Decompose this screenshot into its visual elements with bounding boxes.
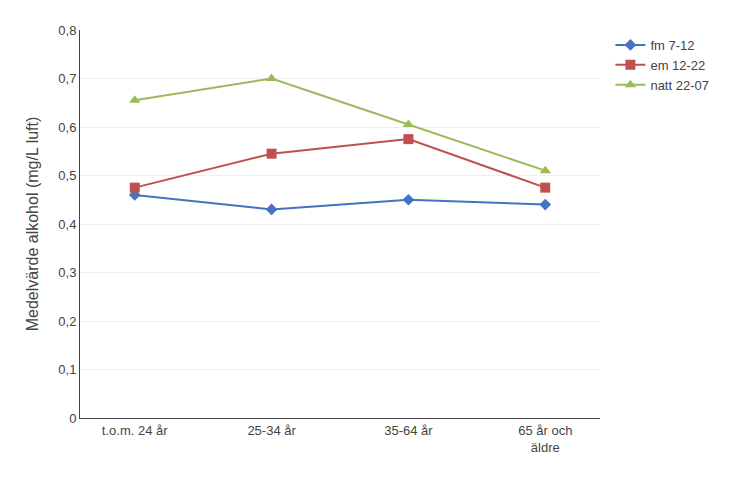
- svg-text:0: 0: [69, 411, 76, 426]
- svg-text:0,4: 0,4: [58, 217, 76, 232]
- svg-text:0,3: 0,3: [58, 265, 76, 280]
- svg-text:0,6: 0,6: [58, 120, 76, 135]
- svg-text:25-34 år: 25-34 år: [247, 423, 296, 438]
- svg-text:em 12-22: em 12-22: [650, 58, 705, 73]
- svg-text:0,7: 0,7: [58, 71, 76, 86]
- svg-text:65 år ochäldre: 65 år ochäldre: [518, 423, 572, 455]
- svg-text:0,1: 0,1: [58, 362, 76, 377]
- svg-text:fm 7-12: fm 7-12: [650, 38, 694, 53]
- svg-text:0,5: 0,5: [58, 168, 76, 183]
- svg-text:t.o.m. 24 år: t.o.m. 24 år: [102, 423, 168, 438]
- svg-text:0,2: 0,2: [58, 314, 76, 329]
- svg-text:35-64 år: 35-64 år: [384, 423, 433, 438]
- svg-text:Medelvärde alkohol (mg/L luft): Medelvärde alkohol (mg/L luft): [24, 117, 41, 332]
- svg-text:natt 22-07: natt 22-07: [650, 78, 709, 93]
- svg-text:0,8: 0,8: [58, 23, 76, 38]
